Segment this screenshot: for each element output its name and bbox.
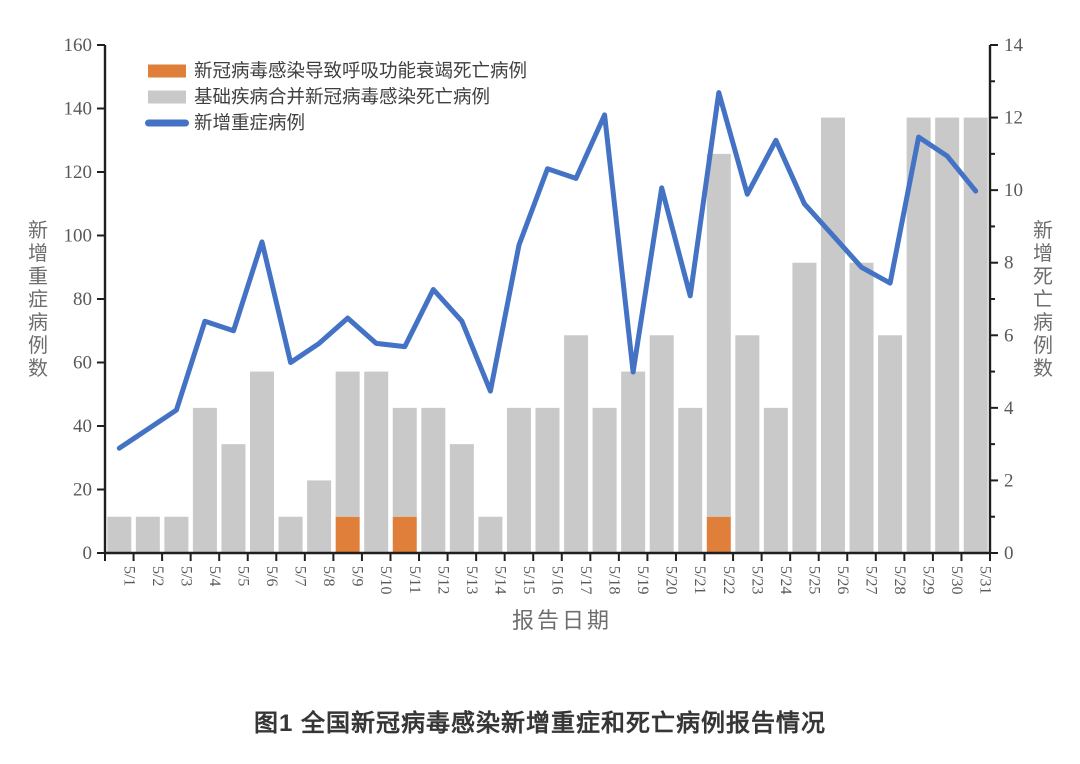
x-tick-label: 5/1 — [120, 566, 137, 586]
bar-underlying-disease-death — [135, 516, 160, 553]
bar-underlying-disease-death — [706, 153, 731, 517]
x-tick-label: 5/6 — [263, 566, 280, 586]
left-axis-tick-label: 100 — [64, 226, 93, 247]
right-axis-tick-label: 12 — [1004, 108, 1023, 129]
combo-chart: 0 20 40 60 80 100 120 140 160 0 2 4 6 8 10 12 14 5/1 5/2 5/… — [28, 35, 1053, 633]
x-tick-label: 5/15 — [520, 566, 537, 594]
bar-underlying-disease-death — [878, 335, 903, 553]
right-axis-tick-label: 4 — [1004, 398, 1014, 419]
legend-swatch-severe-line — [145, 119, 189, 127]
x-tick-label: 5/24 — [777, 566, 794, 594]
left-axis-tick-label: 60 — [73, 353, 92, 374]
x-tick-label: 5/13 — [463, 566, 480, 594]
x-axis-title: 报告日期 — [512, 608, 612, 633]
x-tick-label: 5/22 — [720, 566, 737, 594]
bar-respiratory-failure-death — [335, 516, 360, 553]
x-tick-label: 5/28 — [891, 566, 908, 594]
left-axis-tick-label: 20 — [73, 480, 92, 501]
bar-underlying-disease-death — [849, 262, 874, 553]
x-tick-label: 5/21 — [691, 566, 708, 594]
bar-underlying-disease-death — [164, 516, 189, 553]
legend-swatch-underlying-disease — [148, 90, 186, 104]
legend-label: 新冠病毒感染导致呼吸功能衰竭死亡病例 — [194, 61, 527, 82]
bar-underlying-disease-death — [649, 335, 674, 553]
x-tick-label: 5/25 — [805, 566, 822, 594]
left-axis-tick-label: 80 — [73, 289, 92, 310]
x-tick-label: 5/18 — [606, 566, 623, 594]
x-tick-label: 5/31 — [977, 566, 994, 594]
bar-underlying-disease-death — [478, 516, 503, 553]
bar-underlying-disease-death — [364, 371, 389, 553]
legend-label: 新增重症病例 — [194, 113, 305, 134]
bar-underlying-disease-death — [763, 407, 788, 553]
bar-underlying-disease-death — [592, 407, 617, 553]
bar-underlying-disease-death — [506, 407, 531, 553]
right-axis-tick-label: 10 — [1004, 180, 1023, 201]
bar-respiratory-failure-death — [392, 516, 417, 553]
bar-underlying-disease-death — [935, 117, 960, 554]
right-axis-tick-label: 6 — [1004, 325, 1014, 346]
figure-caption: 图1 全国新冠病毒感染新增重症和死亡病例报告情况 — [253, 710, 826, 737]
x-tick-label: 5/23 — [748, 566, 765, 594]
left-axis-tick-label: 40 — [73, 416, 92, 437]
bar-underlying-disease-death — [250, 371, 275, 553]
x-tick-label: 5/10 — [377, 566, 394, 594]
bar-underlying-disease-death — [678, 407, 703, 553]
legend-swatch-respiratory-failure — [148, 64, 186, 78]
severe-cases-line — [116, 90, 979, 451]
left-axis-tick-label: 120 — [64, 162, 93, 183]
bar-underlying-disease-death — [278, 516, 303, 553]
left-axis-tick-label: 0 — [83, 543, 93, 564]
right-axis-tick-label: 2 — [1004, 470, 1014, 491]
x-tick-label: 5/19 — [634, 566, 651, 594]
bar-underlying-disease-death — [820, 117, 845, 554]
chart-area: 0 20 40 60 80 100 120 140 160 0 2 4 6 8 10 12 14 5/1 5/2 5/… — [28, 35, 1053, 633]
x-tick-label: 5/3 — [177, 566, 194, 586]
bar-underlying-disease-death — [221, 444, 246, 553]
left-axis-title: 新增重症病例数 — [28, 219, 48, 380]
x-tick-label: 5/4 — [206, 566, 223, 586]
legend-label: 基础疾病合并新冠病毒感染死亡病例 — [194, 87, 490, 108]
bar-underlying-disease-death — [335, 371, 360, 517]
bar-underlying-disease-death — [792, 262, 817, 553]
right-axis-title: 新增死亡病例数 — [1033, 219, 1053, 380]
bar-underlying-disease-death — [735, 335, 760, 553]
x-tick-label: 5/8 — [320, 566, 337, 586]
right-axis-tick-label: 0 — [1004, 543, 1014, 564]
x-tick-label: 5/27 — [863, 566, 880, 594]
left-axis-tick-label: 160 — [64, 35, 93, 56]
x-tick-label: 5/7 — [292, 566, 309, 586]
bar-underlying-disease-death — [307, 480, 332, 553]
x-tick-label: 5/16 — [549, 566, 566, 594]
bar-underlying-disease-death — [392, 407, 417, 517]
bar-underlying-disease-death — [421, 407, 446, 553]
x-tick-label: 5/17 — [577, 566, 594, 594]
bar-underlying-disease-death — [535, 407, 560, 553]
left-axis-tick-label: 140 — [64, 99, 93, 120]
x-tick-label: 5/29 — [920, 566, 937, 594]
bar-underlying-disease-death — [449, 444, 474, 553]
x-tick-label: 5/12 — [434, 566, 451, 594]
bar-underlying-disease-death — [564, 335, 589, 553]
bar-underlying-disease-death — [192, 407, 217, 553]
bar-underlying-disease-death — [107, 516, 132, 553]
x-tick-label: 5/26 — [834, 566, 851, 594]
x-tick-label: 5/9 — [349, 566, 366, 586]
x-tick-label: 5/2 — [149, 566, 166, 586]
right-axis-tick-label: 8 — [1004, 253, 1014, 274]
bar-respiratory-failure-death — [706, 516, 731, 553]
bar-underlying-disease-death — [621, 371, 646, 553]
x-tick-label: 5/5 — [234, 566, 251, 586]
x-tick-label: 5/20 — [663, 566, 680, 594]
x-tick-label: 5/14 — [491, 566, 508, 594]
x-tick-label: 5/11 — [406, 566, 423, 594]
right-axis-tick-label: 14 — [1004, 35, 1024, 56]
x-tick-label: 5/30 — [948, 566, 965, 594]
